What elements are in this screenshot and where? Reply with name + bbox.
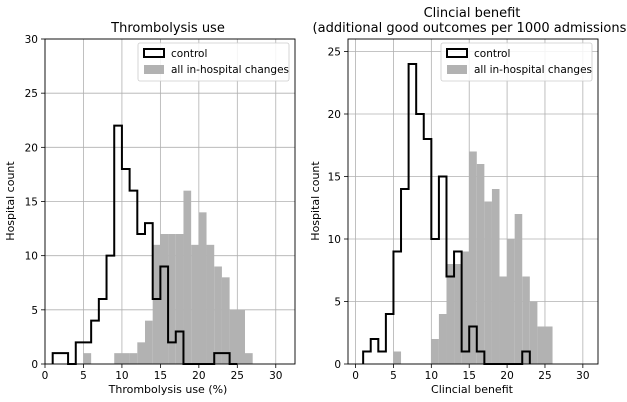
right-changes-bar xyxy=(544,326,553,364)
left-changes-bar xyxy=(229,309,238,364)
left-chart-title: Thrombolysis use xyxy=(110,21,225,36)
right-x-tick-label: 25 xyxy=(538,370,551,382)
right-chart-title-line-2: (additional good outcomes per 1000 admis… xyxy=(313,21,627,36)
right-changes-bar xyxy=(476,164,485,364)
left-x-tick-label: 15 xyxy=(154,370,167,382)
left-legend-control-swatch xyxy=(143,48,165,58)
right-legend-control-swatch xyxy=(446,48,468,58)
right-changes-bar xyxy=(537,326,545,364)
right-changes-bar xyxy=(499,276,508,364)
left-changes-bar xyxy=(245,353,253,364)
left-x-tick-label: 25 xyxy=(231,370,244,382)
left-y-tick-label: 10 xyxy=(25,251,38,263)
right-x-tick-label: 20 xyxy=(500,370,513,382)
right-y-tick-label: 5 xyxy=(334,297,341,309)
left-changes-bar xyxy=(137,342,145,364)
right-changes-bar xyxy=(438,314,447,364)
right-chart-axes: 0 5 10 15 20 25 30 0 5 10 15 20 25 control all in-hosp… xyxy=(328,38,599,382)
right-x-tick-label: 0 xyxy=(352,370,359,382)
left-x-tick-label: 10 xyxy=(115,370,128,382)
right-legend-box xyxy=(440,42,593,82)
left-plot-frame xyxy=(44,38,296,365)
right-changes-bar xyxy=(507,239,515,364)
left-legend-control-label: control xyxy=(171,48,207,60)
left-changes-bar xyxy=(114,353,122,364)
left-y-tick-label: 0 xyxy=(31,359,38,371)
right-changes-bar xyxy=(529,301,538,364)
left-x-tick-label: 0 xyxy=(42,370,49,382)
right-changes-bar xyxy=(454,264,462,364)
right-control-step-line xyxy=(362,63,531,365)
left-x-tick-label: 30 xyxy=(269,370,282,382)
right-x-axis-label: Clincial benefit xyxy=(431,383,514,396)
left-y-tick-label: 20 xyxy=(25,142,38,154)
left-changes-bar xyxy=(198,212,207,364)
left-changes-bar xyxy=(214,266,222,364)
left-changes-bar xyxy=(129,353,138,364)
left-changes-bar xyxy=(221,277,230,364)
left-legend-box xyxy=(137,42,290,82)
left-changes-bar xyxy=(175,234,184,364)
left-chart: Thrombolysis use 0 5 10 15 20 25 30 0 5 10 15 20 25 3… xyxy=(4,21,296,396)
left-changes-bar xyxy=(183,190,192,364)
right-y-tick-label: 10 xyxy=(328,234,341,246)
left-legend-changes-swatch xyxy=(144,65,164,74)
left-y-axis-label: Hospital count xyxy=(4,161,17,241)
right-chart: Clincial benefit (additional good outcom… xyxy=(309,6,627,396)
right-legend: control all in-hospital changes xyxy=(440,42,593,82)
left-changes-bar xyxy=(121,353,130,364)
right-chart-title-line-1: Clincial benefit xyxy=(424,6,521,21)
right-changes-bar xyxy=(491,189,500,364)
right-legend-control-label: control xyxy=(474,48,510,60)
left-changes-bar xyxy=(237,309,245,364)
right-changes-bar xyxy=(446,264,455,364)
right-changes-bar xyxy=(514,214,523,364)
right-y-tick-label: 15 xyxy=(328,172,341,184)
left-y-tick-label: 25 xyxy=(25,88,38,100)
right-x-tick-label: 30 xyxy=(576,370,589,382)
right-changes-bar xyxy=(522,276,530,364)
left-y-tick-label: 5 xyxy=(31,305,38,317)
left-y-tick-label: 30 xyxy=(25,34,38,46)
right-x-tick-label: 10 xyxy=(425,370,438,382)
left-x-axis-label: Thrombolysis use (%) xyxy=(108,383,228,396)
left-changes-bar xyxy=(160,234,169,364)
left-changes-bar xyxy=(168,234,176,364)
right-legend-changes-label: all in-hospital changes xyxy=(474,64,592,76)
right-plot-frame xyxy=(347,38,599,365)
left-legend-changes-label: all in-hospital changes xyxy=(171,64,289,76)
right-y-tick-label: 20 xyxy=(328,109,341,121)
right-y-tick-label: 0 xyxy=(334,359,341,371)
left-changes-bar xyxy=(152,244,161,364)
left-changes-bar xyxy=(206,244,215,364)
left-changes-bar xyxy=(83,353,92,364)
right-changes-bar xyxy=(393,351,402,364)
left-y-tick-label: 15 xyxy=(25,197,38,209)
right-changes-bar xyxy=(431,339,439,364)
right-y-axis-label: Hospital count xyxy=(309,161,322,241)
right-changes-bar xyxy=(484,201,492,364)
right-changes-bar xyxy=(469,151,477,364)
right-x-tick-label: 15 xyxy=(463,370,476,382)
left-legend: control all in-hospital changes xyxy=(137,42,290,82)
left-x-tick-label: 5 xyxy=(80,370,87,382)
right-legend-changes-swatch xyxy=(447,65,467,74)
right-x-tick-label: 5 xyxy=(390,370,397,382)
left-chart-axes: 0 5 10 15 20 25 30 0 5 10 15 20 25 30 control all in-ho… xyxy=(25,34,296,382)
left-changes-bar xyxy=(145,320,153,364)
right-y-tick-label: 25 xyxy=(328,47,341,59)
right-changes-bar xyxy=(461,251,470,364)
left-changes-bar xyxy=(191,244,199,364)
left-x-tick-label: 20 xyxy=(192,370,205,382)
